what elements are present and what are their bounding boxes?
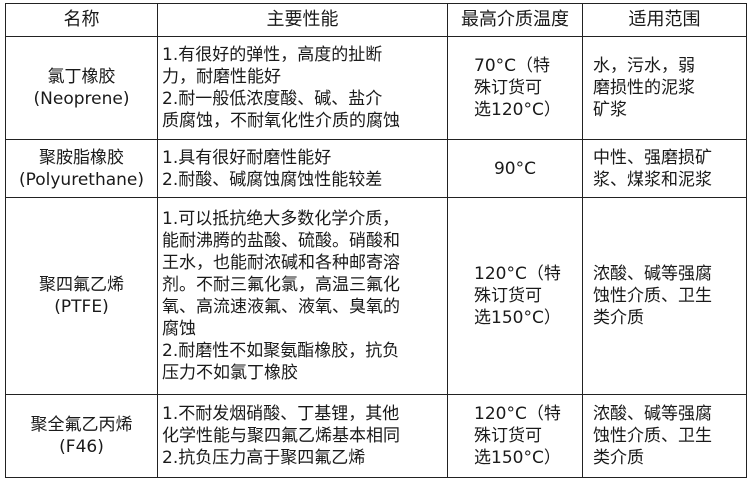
table-row: 聚四氟乙烯 (PTFE) 1.可以抵抗绝大多数化学介质， 能耐沸腾的盐酸、硫酸。… <box>5 197 747 395</box>
material-temp: 120°C（特 殊订货可 选150°C） <box>447 394 583 478</box>
material-performance: 1.不耐发烟硝酸、丁基锂，其他 化学性能与聚四氟乙烯基本相同 2.抗负压力高于聚… <box>157 394 448 478</box>
material-application: 中性、强磨损矿 浆、煤浆和泥浆 <box>582 139 747 198</box>
material-temp: 70°C（特 殊订货可 选120°C） <box>447 36 583 140</box>
material-temp: 90°C <box>447 139 583 198</box>
header-name: 名称 <box>5 3 158 37</box>
material-name: 聚胺脂橡胶 (Polyurethane) <box>5 139 158 198</box>
material-name: 氯丁橡胶 (Neoprene) <box>5 36 158 140</box>
header-row: 名称 主要性能 最高介质温度 适用范围 <box>5 3 747 37</box>
table-row: 聚胺脂橡胶 (Polyurethane) 1.具有很好耐磨性能好 2.耐酸、碱腐… <box>5 139 747 198</box>
table-row: 聚全氟乙丙烯 (F46) 1.不耐发烟硝酸、丁基锂，其他 化学性能与聚四氟乙烯基… <box>5 394 747 478</box>
material-application: 浓酸、碱等强腐 蚀性介质、卫生 类介质 <box>582 394 747 478</box>
material-performance: 1.可以抵抗绝大多数化学介质， 能耐沸腾的盐酸、硫酸。硝酸和 王水，也能耐浓碱和… <box>157 197 448 395</box>
header-performance: 主要性能 <box>157 3 448 37</box>
material-performance: 1.具有很好耐磨性能好 2.耐酸、碱腐蚀腐蚀性能较差 <box>157 139 448 198</box>
material-name: 聚四氟乙烯 (PTFE) <box>5 197 158 395</box>
material-temp: 120°C（特 殊订货可 选150°C） <box>447 197 583 395</box>
lining-material-table: 名称 主要性能 最高介质温度 适用范围 氯丁橡胶 (Neoprene) 1.有很… <box>5 3 747 478</box>
header-max-temp: 最高介质温度 <box>447 3 583 37</box>
material-application: 浓酸、碱等强腐 蚀性介质、卫生 类介质 <box>582 197 747 395</box>
material-performance: 1.有很好的弹性，高度的扯断 力，耐磨性能好 2.耐一般低浓度酸、碱、盐介 质腐… <box>157 36 448 140</box>
material-name: 聚全氟乙丙烯 (F46) <box>5 394 158 478</box>
header-application: 适用范围 <box>582 3 747 37</box>
table-row: 氯丁橡胶 (Neoprene) 1.有很好的弹性，高度的扯断 力，耐磨性能好 2… <box>5 36 747 140</box>
material-application: 水，污水，弱 磨损性的泥浆 矿浆 <box>582 36 747 140</box>
